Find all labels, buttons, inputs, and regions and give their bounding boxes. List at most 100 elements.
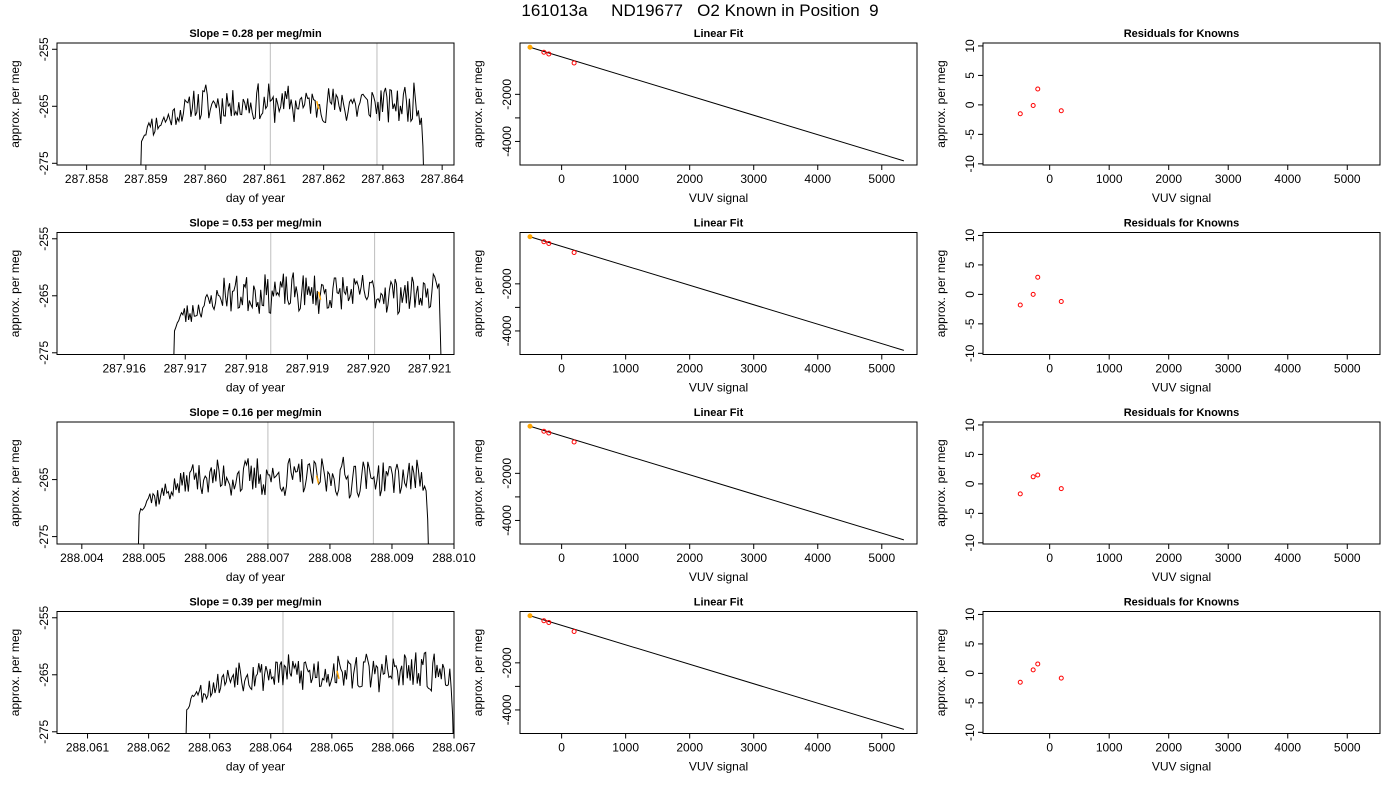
known-highlight-mark bbox=[315, 100, 320, 110]
x-tick-label: 2000 bbox=[1155, 362, 1182, 376]
y-tick-label: -265 bbox=[37, 283, 51, 307]
x-tick-label: 1000 bbox=[1096, 551, 1123, 565]
y-tick-label: 5 bbox=[963, 72, 977, 79]
panel-residuals-4: Residuals for Knowns 0 1000 2000 3000 4000 500… bbox=[934, 597, 1381, 774]
y-tick-label: -255 bbox=[37, 37, 51, 61]
x-axis-label: VUV signal bbox=[1152, 381, 1211, 395]
x-tick-label: 5000 bbox=[1334, 172, 1361, 186]
x-tick-label: 288.064 bbox=[249, 741, 293, 755]
x-tick-label: 4000 bbox=[1274, 551, 1301, 565]
chart-title: Linear Fit bbox=[694, 597, 744, 609]
x-tick-label: 1000 bbox=[612, 362, 639, 376]
y-tick-label: 10 bbox=[963, 228, 977, 242]
x-tick-label: 287.917 bbox=[164, 362, 208, 376]
fit-line bbox=[529, 46, 905, 162]
x-tick-label: 287.920 bbox=[347, 362, 391, 376]
data-layer bbox=[527, 234, 905, 351]
plot-frame bbox=[982, 611, 1381, 734]
x-tick-label: 288.004 bbox=[60, 551, 104, 565]
x-tick-label: 1000 bbox=[612, 172, 639, 186]
panel-trace-4: Slope = 0.39 per meg/min 288.061 288.062 28… bbox=[8, 597, 476, 774]
chart-title: Linear Fit bbox=[694, 28, 744, 40]
y-axis-label: approx. per meg bbox=[471, 60, 485, 147]
data-layer bbox=[527, 44, 905, 162]
plot-frame bbox=[982, 42, 1381, 166]
x-axis-label: VUV signal bbox=[1152, 191, 1211, 205]
x-tick-label: 4000 bbox=[1274, 362, 1301, 376]
data-layer bbox=[173, 232, 442, 355]
x-tick-label: 288.005 bbox=[122, 551, 166, 565]
x-tick-label: 0 bbox=[1046, 741, 1053, 755]
known-point-highlighted bbox=[527, 423, 533, 429]
y-tick-label: 5 bbox=[963, 261, 977, 268]
known-point bbox=[1058, 298, 1064, 304]
y-tick-label: 10 bbox=[963, 418, 977, 432]
x-tick-label: 287.859 bbox=[124, 172, 168, 186]
x-tick-label: 4000 bbox=[1274, 172, 1301, 186]
panel-residuals-1: Residuals for Knowns 0 1000 2000 3000 4000 500… bbox=[934, 28, 1381, 205]
x-axis-label: day of year bbox=[226, 760, 285, 774]
y-tick-label: -10 bbox=[963, 723, 977, 741]
chart-title: Linear Fit bbox=[694, 407, 744, 419]
y-axis-label: approx. per meg bbox=[934, 250, 948, 337]
chart-title: Slope = 0.28 per meg/min bbox=[189, 28, 322, 40]
x-tick-label: 4000 bbox=[1274, 741, 1301, 755]
x-tick-label: 0 bbox=[1046, 551, 1053, 565]
x-tick-label: 3000 bbox=[740, 741, 767, 755]
panel-trace-1: Slope = 0.28 per meg/min 287.858 287.859 28… bbox=[8, 28, 464, 205]
y-tick-label: -2000 bbox=[500, 458, 514, 489]
known-point bbox=[1030, 102, 1036, 108]
x-tick-label: 0 bbox=[1046, 172, 1053, 186]
y-tick-label: -275 bbox=[37, 151, 51, 175]
x-axis-label: VUV signal bbox=[689, 191, 748, 205]
x-tick-label: 288.006 bbox=[184, 551, 228, 565]
data-layer bbox=[140, 43, 424, 165]
y-tick-label: -265 bbox=[37, 662, 51, 686]
known-point bbox=[1017, 302, 1023, 308]
known-highlight-mark bbox=[315, 475, 320, 484]
y-tick-label: -4000 bbox=[500, 315, 514, 346]
y-tick-label: -4000 bbox=[500, 694, 514, 725]
y-axis-label: approx. per meg bbox=[471, 439, 485, 526]
known-point bbox=[1058, 108, 1064, 114]
x-tick-label: 2000 bbox=[676, 551, 703, 565]
y-axis-label: approx. per meg bbox=[8, 60, 22, 147]
known-highlight-mark bbox=[336, 670, 340, 679]
known-point bbox=[1017, 491, 1023, 497]
y-axis-label: approx. per meg bbox=[934, 439, 948, 526]
y-tick-label: 5 bbox=[963, 451, 977, 458]
known-point-highlighted bbox=[527, 44, 533, 50]
x-tick-label: 288.063 bbox=[188, 741, 232, 755]
known-point bbox=[1035, 274, 1041, 280]
data-layer bbox=[137, 422, 429, 544]
x-tick-label: 287.864 bbox=[420, 172, 464, 186]
x-tick-label: 5000 bbox=[868, 172, 895, 186]
known-point bbox=[541, 618, 547, 624]
plot-frame bbox=[519, 611, 918, 734]
known-point bbox=[1035, 86, 1041, 92]
y-tick-label: -255 bbox=[37, 226, 51, 250]
x-tick-label: 5000 bbox=[868, 741, 895, 755]
data-layer bbox=[527, 613, 905, 730]
x-tick-label: 1000 bbox=[1096, 362, 1123, 376]
panel-residuals-3: Residuals for Knowns 0 1000 2000 3000 4000 500… bbox=[934, 407, 1381, 584]
y-axis-label: approx. per meg bbox=[8, 439, 22, 526]
x-tick-label: 288.009 bbox=[370, 551, 414, 565]
x-tick-label: 4000 bbox=[804, 551, 831, 565]
x-tick-label: 288.007 bbox=[246, 551, 290, 565]
x-tick-label: 288.008 bbox=[308, 551, 352, 565]
x-tick-label: 288.062 bbox=[127, 741, 171, 755]
known-highlight-mark bbox=[317, 291, 322, 300]
y-tick-label: 0 bbox=[963, 291, 977, 298]
chart-title: Slope = 0.39 per meg/min bbox=[189, 597, 322, 609]
x-tick-label: 1000 bbox=[612, 551, 639, 565]
y-tick-label: -2000 bbox=[500, 79, 514, 110]
y-axis-label: approx. per meg bbox=[8, 629, 22, 716]
x-axis-label: VUV signal bbox=[689, 381, 748, 395]
y-axis-label: approx. per meg bbox=[471, 629, 485, 716]
x-axis-label: day of year bbox=[226, 381, 285, 395]
known-point bbox=[1030, 291, 1036, 297]
x-tick-label: 2000 bbox=[676, 172, 703, 186]
known-point bbox=[571, 60, 577, 66]
data-layer bbox=[527, 423, 905, 541]
